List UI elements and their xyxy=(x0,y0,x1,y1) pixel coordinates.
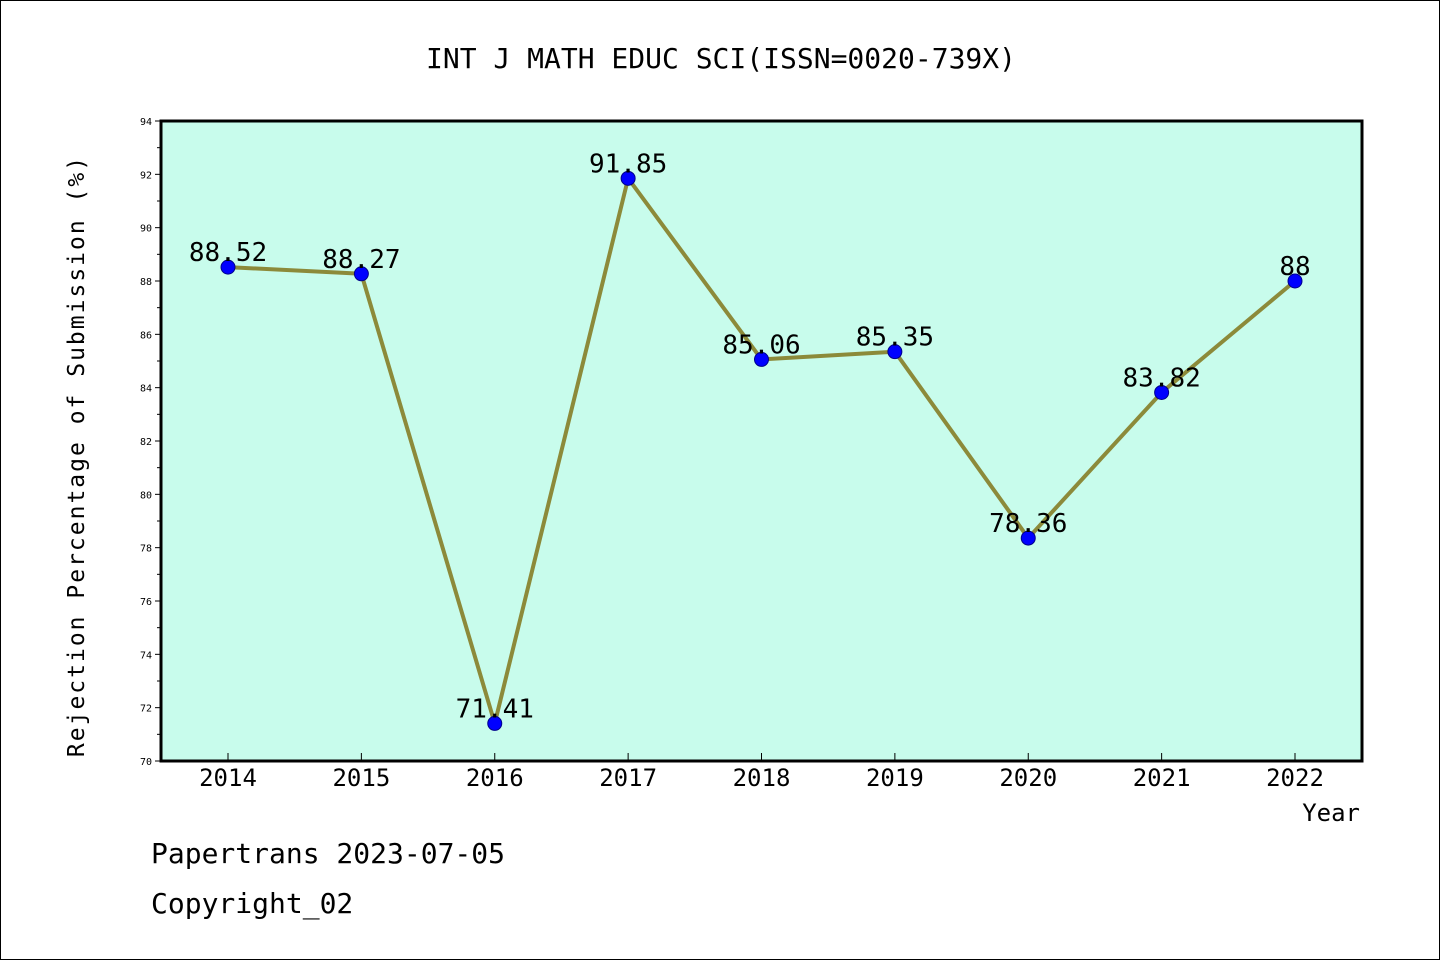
data-point xyxy=(1287,273,1303,289)
y-tick-label: 78 xyxy=(140,544,152,555)
data-label: 85.35 xyxy=(856,323,934,353)
data-point xyxy=(220,259,236,275)
y-tick-label: 74 xyxy=(140,650,152,661)
y-tick-label: 86 xyxy=(140,330,152,341)
chart-title: INT J MATH EDUC SCI(ISSN=0020-739X) xyxy=(426,42,1016,75)
data-label: 71.41 xyxy=(456,694,534,724)
data-point xyxy=(487,715,503,731)
y-tick-label: 70 xyxy=(140,757,152,768)
data-point xyxy=(754,351,769,367)
data-label: 88.27 xyxy=(322,245,400,275)
data-label: 88 xyxy=(1279,252,1310,282)
x-axis-label: Year xyxy=(1302,799,1360,827)
data-label: 78.36 xyxy=(989,509,1067,539)
y-tick-label: 76 xyxy=(140,597,152,608)
x-tick-label: 2021 xyxy=(1133,764,1191,792)
data-label: 85.06 xyxy=(722,330,800,360)
data-label: 88.52 xyxy=(189,238,267,268)
data-series: 88.52 88.27 71.41 91.85 85.06 85.35 78.36 83.82… xyxy=(189,149,1311,731)
data-point xyxy=(1020,530,1036,546)
plot-area xyxy=(159,119,1364,763)
y-tick-label: 94 xyxy=(140,117,152,128)
x-tick-label: 2022 xyxy=(1266,764,1324,792)
footer-copyright: Copyright_02 xyxy=(151,887,354,920)
y-axis: 70 72 74 76 78 80 82 84 86 88 90 92 94 xyxy=(140,117,161,768)
x-tick-label: 2014 xyxy=(199,764,257,792)
x-tick-label: 2018 xyxy=(733,764,791,792)
data-point xyxy=(620,170,636,186)
y-tick-label: 82 xyxy=(140,437,152,448)
x-tick-label: 2016 xyxy=(466,764,524,792)
x-tick-label: 2019 xyxy=(866,764,924,792)
data-label: 83.82 xyxy=(1122,363,1200,393)
data-point xyxy=(353,266,369,282)
y-tick-label: 88 xyxy=(140,277,152,288)
x-tick-label: 2020 xyxy=(999,764,1057,792)
x-axis: 2014 2015 2016 2017 2018 2019 2020 2021 2022 xyxy=(199,753,1324,792)
y-tick-label: 80 xyxy=(140,490,152,501)
y-tick-label: 72 xyxy=(140,704,152,715)
y-tick-label: 90 xyxy=(140,224,152,235)
x-tick-label: 2015 xyxy=(332,764,390,792)
y-axis-label: Rejection Percentage of Submission (%) xyxy=(64,155,90,757)
data-point xyxy=(1154,384,1170,400)
y-tick-label: 84 xyxy=(140,384,152,395)
data-point xyxy=(887,344,903,360)
y-tick-label: 92 xyxy=(140,170,152,181)
x-tick-label: 2017 xyxy=(599,764,657,792)
data-label: 91.85 xyxy=(589,149,667,179)
footer-date: Papertrans 2023-07-05 xyxy=(151,837,506,870)
